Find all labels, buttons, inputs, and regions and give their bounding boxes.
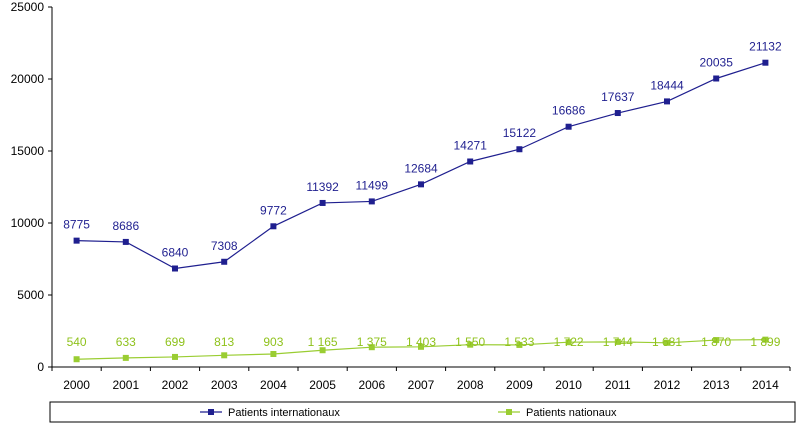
x-tick-label: 2014 [752,378,779,392]
y-tick-label: 10000 [11,216,45,230]
data-point [516,341,523,348]
data-point [73,356,80,363]
data-label: 1 403 [406,335,436,349]
data-label: 903 [263,335,283,349]
data-label: 6840 [162,246,189,260]
y-tick-label: 15000 [11,144,45,158]
data-label: 11392 [306,180,339,194]
x-tick-label: 2008 [457,378,484,392]
data-point [565,123,572,130]
data-point [122,238,129,245]
data-label: 9772 [260,203,287,217]
legend-label: Patients nationaux [526,407,617,419]
data-point [762,59,769,66]
data-point [368,344,375,351]
y-tick-label: 20000 [11,72,45,86]
data-label: 1 870 [701,335,731,349]
axes [51,7,790,368]
data-label: 8686 [112,219,139,233]
data-point [614,338,621,345]
data-point [319,199,326,206]
x-tick-label: 2000 [63,378,90,392]
data-label: 7308 [211,239,238,253]
legend-marker [506,409,512,415]
data-label: 8775 [63,218,90,232]
x-tick-label: 2007 [408,378,435,392]
data-label: 813 [214,335,234,349]
data-point [664,98,670,105]
x-tick-label: 2003 [211,378,238,392]
x-tick-label: 2002 [162,378,189,392]
data-point [319,347,326,354]
data-label: 633 [116,335,136,349]
data-point [368,198,375,205]
data-label: 1 681 [652,335,682,349]
legend-label: Patients internationaux [228,407,340,419]
x-tick-label: 2010 [555,378,582,392]
series-layer [73,59,769,363]
data-label: 1 550 [455,335,485,349]
data-label: 699 [165,335,185,349]
data-point [713,337,720,344]
data-label: 12684 [404,161,438,175]
data-point [516,146,523,153]
data-label: 1 744 [603,335,633,349]
data-point [762,336,769,343]
x-tick-label: 2006 [358,378,385,392]
y-tick-label: 5000 [17,288,44,302]
x-tick-label: 2013 [703,378,730,392]
data-label: 1 165 [308,335,338,349]
data-point [221,258,228,265]
y-axis-ticks: 0 5000 10000 15000 20000 25000 [11,0,52,374]
data-label: 540 [67,335,87,349]
data-point [418,181,424,188]
data-point [565,339,572,346]
data-labels-layer: 8775 8686 6840 7308 9772 11392 11499 12684 14271… [63,40,782,349]
data-label: 16686 [552,104,586,118]
y-tick-label: 25000 [11,0,45,14]
data-point [122,354,129,361]
data-label: 20035 [700,55,734,69]
data-label: 17637 [601,90,635,104]
data-label: 18444 [650,78,684,92]
data-point [713,75,720,82]
data-point [73,237,80,244]
legend-box [49,401,796,423]
x-axis-ticks: 2000 2001 2002 2003 2004 2005 2006 2007 2008 2009… [51,367,791,392]
data-point [172,353,178,360]
data-label: 21132 [749,40,782,54]
data-label: 1 722 [554,335,584,349]
data-point [221,352,228,359]
data-label: 1 899 [750,335,780,349]
data-label: 1 533 [504,335,534,349]
data-label: 14271 [454,138,488,152]
data-point [664,339,670,346]
x-tick-label: 2012 [654,378,681,392]
x-tick-label: 2011 [605,378,631,392]
y-tick-label: 0 [37,360,44,374]
data-point [270,223,277,230]
data-label: 11499 [356,178,389,192]
data-point [270,350,277,357]
x-tick-label: 2001 [112,378,139,392]
legend: Patients internationaux Patients nationau… [49,401,796,423]
data-point [418,343,424,350]
legend-marker [208,409,214,415]
data-point [467,341,474,348]
data-point [614,110,621,117]
data-point [172,265,178,272]
x-tick-label: 2005 [309,378,336,392]
data-label: 15122 [503,126,537,140]
x-tick-label: 2009 [506,378,533,392]
x-tick-label: 2004 [260,378,287,392]
data-label: 1 375 [357,335,387,349]
data-point [467,158,474,165]
